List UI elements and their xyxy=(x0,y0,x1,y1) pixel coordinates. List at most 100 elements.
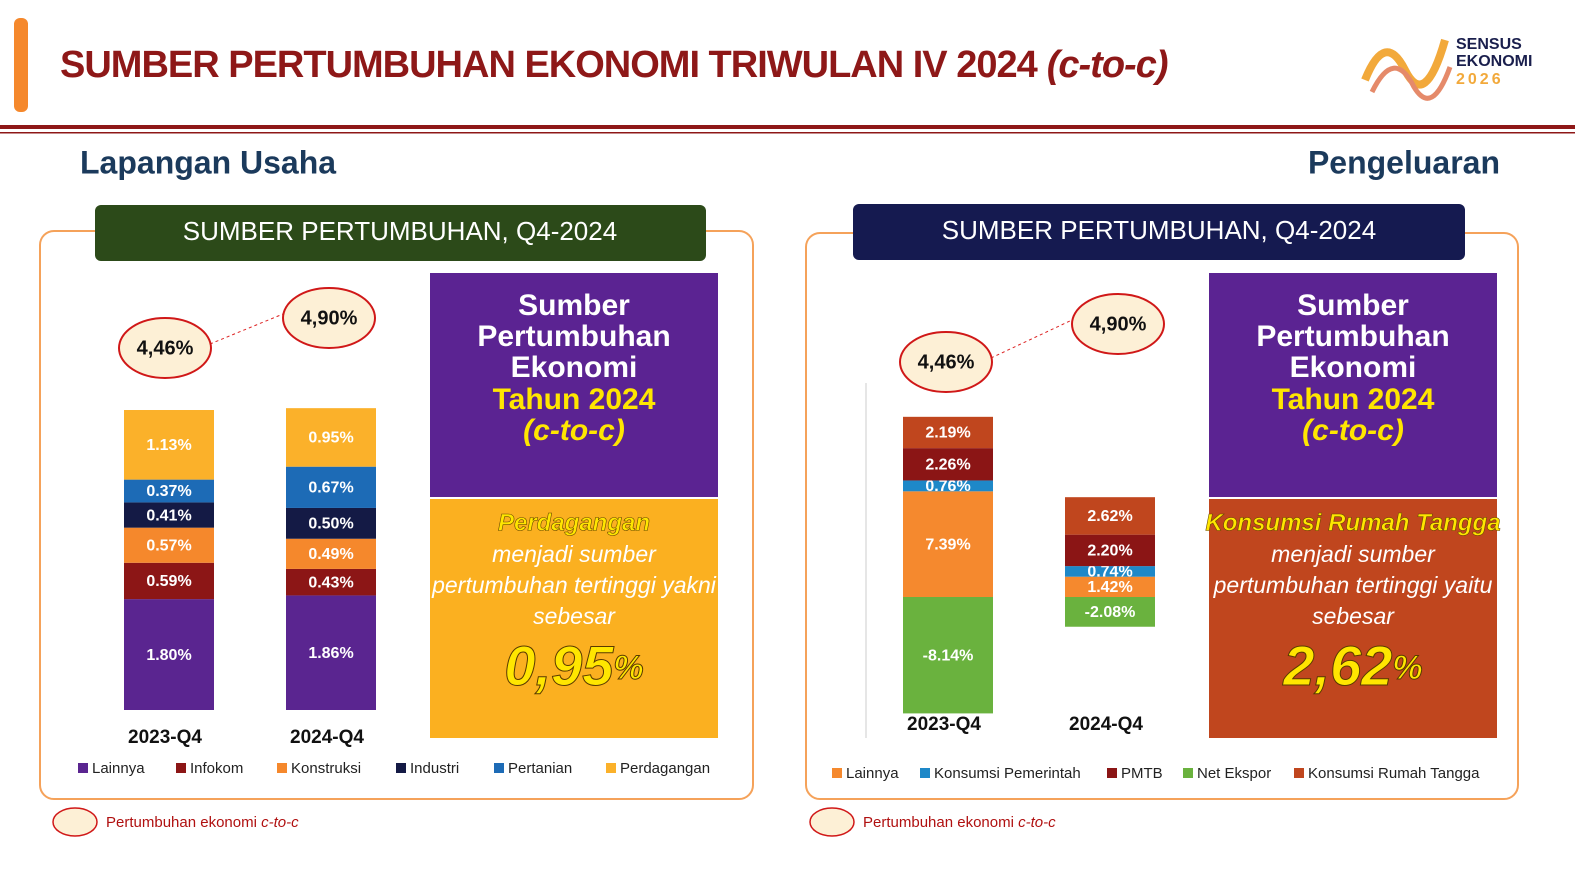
legend-swatch xyxy=(176,763,186,773)
bar-segment xyxy=(903,448,993,481)
bar-segment xyxy=(286,507,376,539)
figure-unit: % xyxy=(1392,649,1422,687)
legend-label: Lainnya xyxy=(846,765,899,782)
legend-label: Infokom xyxy=(190,760,243,777)
panel-body: pertumbuhan tertinggi yakni xyxy=(431,572,717,598)
legend-swatch xyxy=(1294,768,1304,778)
category-label: 2023-Q4 xyxy=(907,714,981,735)
bar-segment xyxy=(1065,597,1155,627)
bar-segment xyxy=(286,466,376,508)
value-label: 1.13% xyxy=(146,437,191,454)
legend-label: Perdagangan xyxy=(620,760,710,777)
bar-segment xyxy=(1065,534,1155,567)
value-label: 0.43% xyxy=(308,574,353,591)
panel-body: sebesar xyxy=(1312,603,1395,629)
bar-segment xyxy=(903,491,993,597)
note-main: Pertumbuhan ekonomi xyxy=(863,814,1018,831)
panel-highlight: Tahun 2024 xyxy=(493,383,656,416)
legend-swatch xyxy=(1107,768,1117,778)
note-bubble xyxy=(809,807,855,837)
logo-text: EKONOMI xyxy=(1456,53,1532,70)
panel-highlight: (c-to-c) xyxy=(523,414,625,447)
slide-title: SUMBER PERTUMBUHAN EKONOMI TRIWULAN IV 2… xyxy=(60,44,1168,86)
divider xyxy=(0,125,1575,129)
panel-highlight: Tahun 2024 xyxy=(1272,383,1435,416)
total-bubble xyxy=(118,317,212,379)
total-label: 4,46% xyxy=(918,351,975,373)
note-italic: c-to-c xyxy=(261,814,299,831)
note-text: Pertumbuhan ekonomi c-to-c xyxy=(106,814,299,831)
value-label: 2.62% xyxy=(1087,508,1132,525)
figure-value: 0,95 xyxy=(504,634,614,697)
value-label: 0.37% xyxy=(146,483,191,500)
bar-segment xyxy=(124,527,214,563)
bar-segment xyxy=(286,595,376,710)
section-title: Pengeluaran xyxy=(1308,144,1500,180)
logo: SENSUS EKONOMI 2026 xyxy=(1361,36,1532,101)
value-label: 2.26% xyxy=(925,457,970,474)
panel-heading: Pertumbuhan xyxy=(1256,320,1449,353)
panel-highlight: (c-to-c) xyxy=(1302,414,1404,447)
value-label: 1.80% xyxy=(146,647,191,664)
accent-bar xyxy=(14,18,28,112)
logo-text: 2026 xyxy=(1456,71,1504,88)
bar-segment xyxy=(1065,566,1155,577)
bar-segment xyxy=(286,408,376,467)
bar-segment xyxy=(124,479,214,503)
chart-title: SUMBER PERTUMBUHAN, Q4-2024 xyxy=(942,215,1376,245)
value-label: 2.20% xyxy=(1087,543,1132,560)
note-bubble xyxy=(52,807,98,837)
bar-segment xyxy=(286,538,376,569)
category-label: 2024-Q4 xyxy=(1069,714,1143,735)
panel-top xyxy=(430,273,718,497)
value-label: 0.50% xyxy=(308,516,353,533)
legend-swatch xyxy=(277,763,287,773)
bar-segment xyxy=(124,562,214,600)
value-label: 0.95% xyxy=(308,430,353,447)
legend-swatch xyxy=(1183,768,1193,778)
value-label: -8.14% xyxy=(923,647,974,664)
total-label: 4,46% xyxy=(137,337,194,359)
bar-segment xyxy=(286,568,376,596)
value-label: 0.41% xyxy=(146,507,191,524)
total-label: 4,90% xyxy=(1090,313,1147,335)
value-label: 1.86% xyxy=(308,645,353,662)
value-label: 0.67% xyxy=(308,480,353,497)
panel-body: menjadi sumber xyxy=(492,541,657,567)
category-label: 2024-Q4 xyxy=(290,727,364,748)
title-main: SUMBER PERTUMBUHAN EKONOMI TRIWULAN IV 2… xyxy=(60,44,1038,86)
panel-body: pertumbuhan tertinggi yaitu xyxy=(1213,572,1493,598)
panel-body: menjadi sumber xyxy=(1271,541,1436,567)
legend-label: Industri xyxy=(410,760,459,777)
note-text: Pertumbuhan ekonomi c-to-c xyxy=(863,814,1056,831)
legend-label: Pertanian xyxy=(508,760,572,777)
connector xyxy=(990,319,1073,359)
note-main: Pertumbuhan ekonomi xyxy=(106,814,261,831)
value-label: 2.19% xyxy=(925,425,970,442)
connector xyxy=(209,313,284,345)
value-label: 1.42% xyxy=(1087,579,1132,596)
value-label: 0.49% xyxy=(308,546,353,563)
figure-value: 2,62 xyxy=(1282,634,1392,697)
legend-label: PMTB xyxy=(1121,765,1163,782)
panel-heading: Ekonomi xyxy=(1290,351,1417,384)
panel-heading: Pertumbuhan xyxy=(477,320,670,353)
bar-segment xyxy=(124,502,214,528)
legend-label: Lainnya xyxy=(92,760,145,777)
bar-segment xyxy=(903,597,993,714)
panel-heading: Ekonomi xyxy=(511,351,638,384)
value-label: 7.39% xyxy=(925,536,970,553)
chart-title-bar xyxy=(853,204,1465,260)
value-label: 0.74% xyxy=(1087,564,1132,581)
figure-unit: % xyxy=(613,649,643,687)
note-italic: c-to-c xyxy=(1018,814,1056,831)
title-suffix: (c-to-c) xyxy=(1047,44,1168,86)
panel-heading: Sumber xyxy=(518,289,630,322)
section-title: Lapangan Usaha xyxy=(80,144,336,180)
bar-segment xyxy=(124,410,214,480)
legend-swatch xyxy=(832,768,842,778)
legend-swatch xyxy=(606,763,616,773)
legend-swatch xyxy=(494,763,504,773)
panel-figure: 2,62% xyxy=(1282,634,1422,697)
divider xyxy=(0,132,1575,134)
